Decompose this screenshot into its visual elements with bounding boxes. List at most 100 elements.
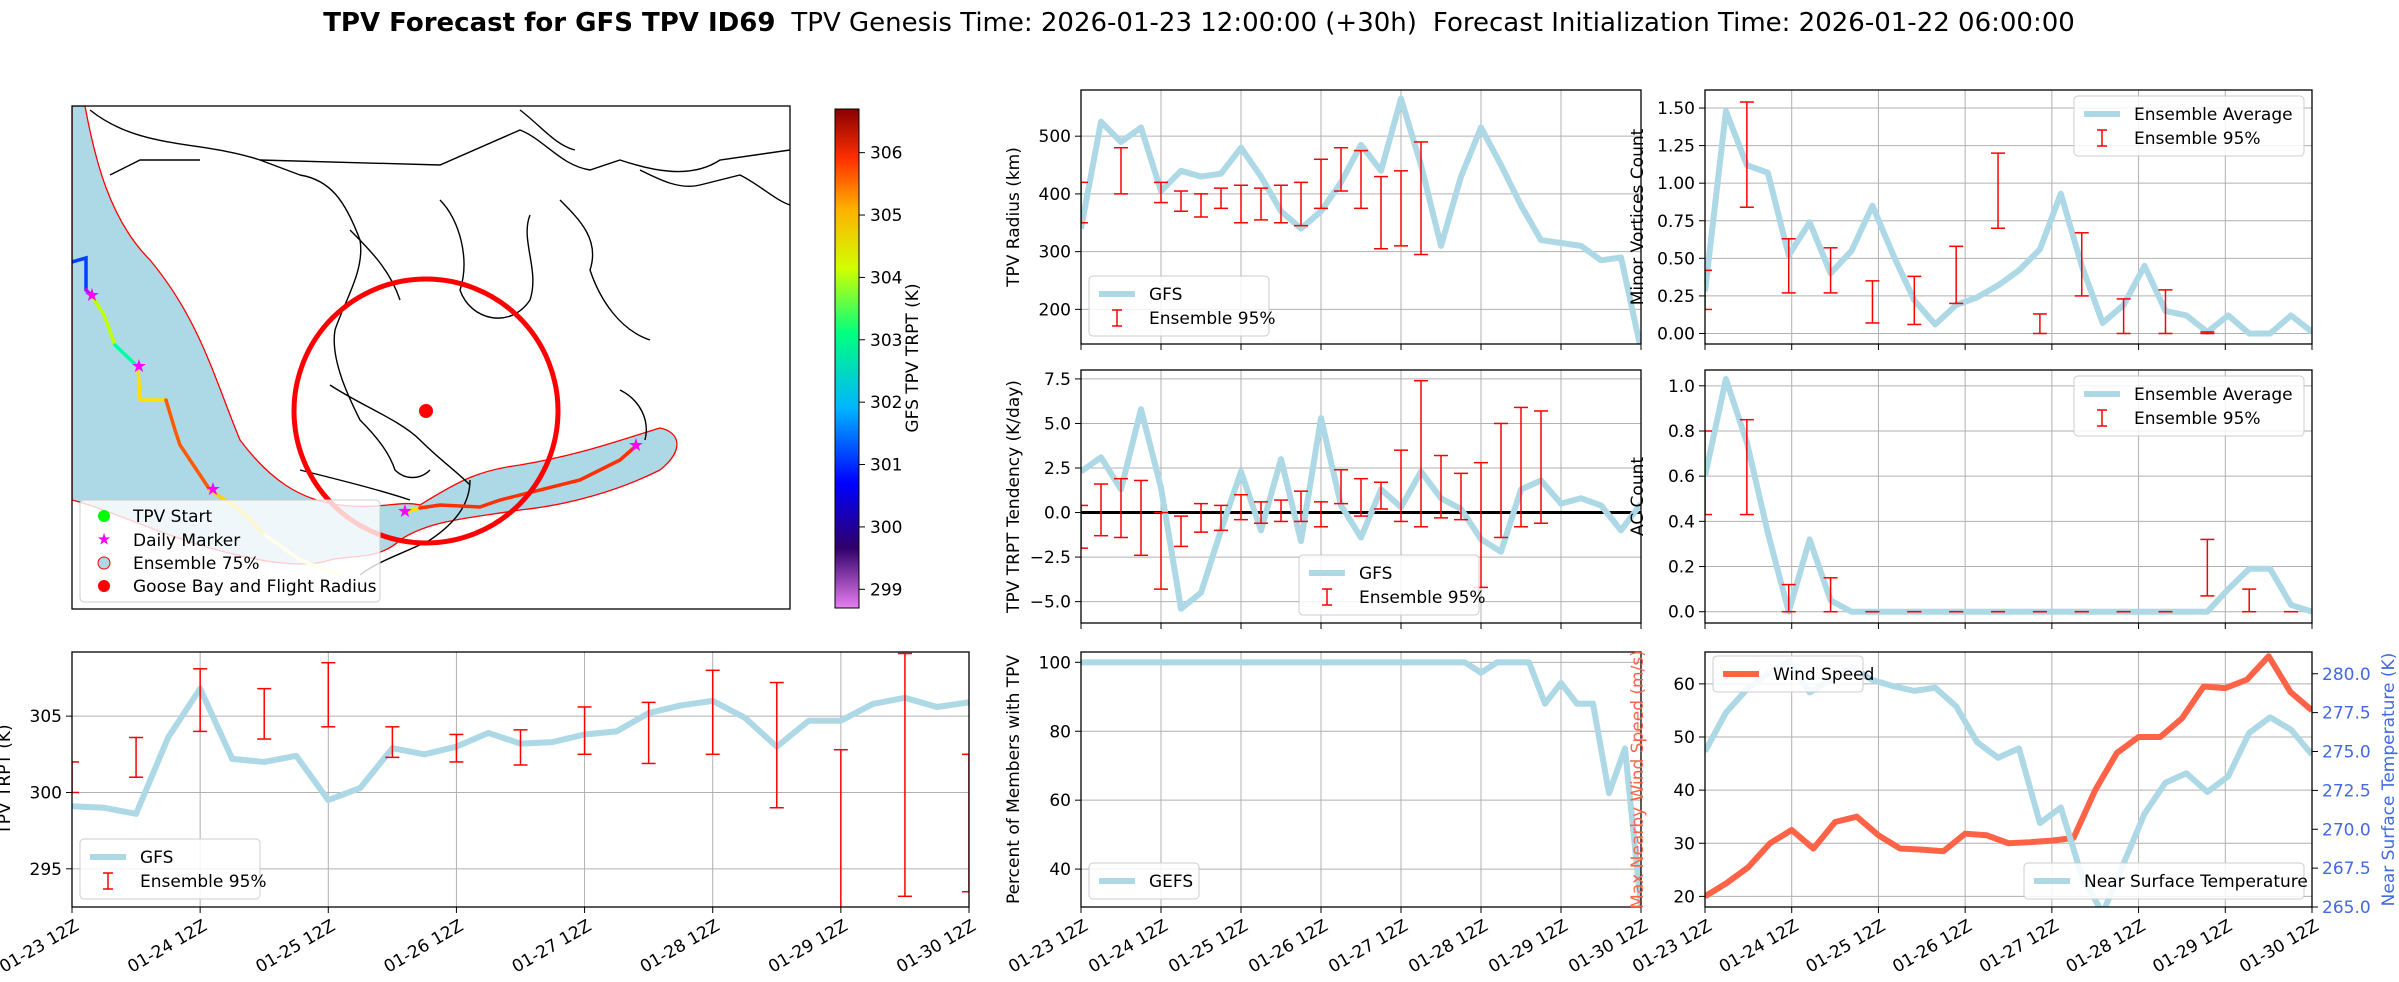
x-tick-label: 01-29 12Z <box>1485 916 1571 977</box>
chart-minor: 0.00 0.25 0.50 0.75 1.00 1.25 1.50 Minor Vortic… <box>1628 89 2313 350</box>
y2-tick-label: 265.0 <box>2322 898 2371 918</box>
x-tick-label: 01-25 12Z <box>1803 916 1889 977</box>
x-tick-label: 01-25 12Z <box>1165 916 1251 977</box>
x-tick-label: 01-30 12Z <box>893 916 979 977</box>
tpv-start-icon <box>98 510 110 522</box>
y-tick-label: 60 <box>1673 675 1695 695</box>
map-legend-goosebay: Goose Bay and Flight Radius <box>133 577 377 597</box>
y-tick-label: 0.75 <box>1657 212 1695 232</box>
legend-label: GEFS <box>1149 872 1193 892</box>
x-tick-label: 01-23 12Z <box>0 916 83 977</box>
legend-label: GFS <box>1359 564 1392 584</box>
colorbar-tick-label: 304 <box>870 268 902 288</box>
legend-box <box>1088 862 1200 900</box>
x-tick-label: 01-29 12Z <box>765 916 851 977</box>
legend-label: Ensemble 95% <box>2134 409 2261 429</box>
y-tick-label: 100 <box>1039 653 1071 673</box>
x-tick-label: 01-28 12Z <box>2063 916 2149 977</box>
colorbar-tick-label: 305 <box>870 206 902 226</box>
map-legend: TPV Start ★ Daily Marker Ensemble 75% Go… <box>79 499 381 603</box>
legend-label: Ensemble Average <box>2134 105 2293 125</box>
map-legend-ensemble: Ensemble 75% <box>133 554 260 574</box>
y-tick-label: 0.25 <box>1657 287 1695 307</box>
x-tick-label: 01-24 12Z <box>124 916 210 977</box>
plot-content <box>1081 95 1641 344</box>
y-tick-label: 300 <box>30 783 62 803</box>
svg-text:★: ★ <box>397 501 413 522</box>
y2-tick-label: 267.5 <box>2322 859 2371 879</box>
y-tick-label: 295 <box>30 860 62 880</box>
y-tick-label: 300 <box>1039 243 1071 263</box>
x-tick-label: 01-24 12Z <box>1716 916 1802 977</box>
goose-bay-marker <box>419 404 433 418</box>
x-tick-label: 01-27 12Z <box>509 916 595 977</box>
series-line-gfs <box>1081 95 1641 344</box>
legend-box <box>1712 655 1864 693</box>
y-tick-label: 0.0 <box>1668 603 1695 623</box>
legend-label: Ensemble Average <box>2134 385 2293 405</box>
y-tick-label: 0.0 <box>1044 504 1071 524</box>
chart-tendency: −5.0 −2.5 0.0 2.5 5.0 7.5 TPV TRPT Tendency (K… <box>1004 369 1642 629</box>
y-tick-label: 1.25 <box>1657 137 1695 157</box>
x-tick-label: 01-25 12Z <box>252 916 338 977</box>
plot-content <box>72 652 969 907</box>
title-genesis: TPV Genesis Time: 2026-01-23 12:00:00 (+… <box>790 8 1417 38</box>
plot-frame <box>1704 89 2313 345</box>
y2-tick-label: 272.5 <box>2322 781 2371 801</box>
chart-trpt: 01-23 12Z 01-24 12Z 01-25 12Z 01-26 12Z 01-2… <box>0 651 980 977</box>
plot-frame <box>1080 369 1642 624</box>
y-tick-label: 0.50 <box>1657 249 1695 269</box>
y-tick-label: 0.6 <box>1668 467 1695 487</box>
chart-wind_temp: 01-23 12Z 01-24 12Z 01-25 12Z 01-26 12Z 01-2… <box>1628 650 2399 977</box>
y2-tick-label: 270.0 <box>2322 820 2371 840</box>
legend-label: GFS <box>1149 285 1182 305</box>
series-line-ensemble-average <box>1705 376 2312 615</box>
colorbar-gradient <box>834 108 860 609</box>
goose-bay-icon <box>98 580 110 592</box>
plot-frame <box>1704 651 2313 908</box>
legend-box <box>2073 95 2305 157</box>
legend-label: Ensemble 95% <box>1149 309 1276 329</box>
map-panel: ★ ★ ★ ★ ★ TPV Start ★ Daily Marker Ensem… <box>71 105 923 610</box>
legend-label: GFS <box>140 848 173 868</box>
legend-box <box>2023 862 2305 900</box>
x-tick-label: 01-28 12Z <box>637 916 723 977</box>
y-tick-label: 5.0 <box>1044 414 1071 434</box>
series-line-wind-speed <box>1705 653 2312 899</box>
y-tick-label: 500 <box>1039 127 1071 147</box>
y-tick-label: 20 <box>1673 887 1695 907</box>
x-tick-label: 01-29 12Z <box>2149 916 2235 977</box>
y-tick-label: 200 <box>1039 300 1071 320</box>
legend-box <box>2073 375 2305 437</box>
plot-frame <box>1080 651 1642 908</box>
map-legend-daily: Daily Marker <box>133 531 240 551</box>
legend-label: Ensemble 95% <box>140 872 267 892</box>
legend-label: Ensemble 95% <box>2134 129 2261 149</box>
y2-tick-label: 280.0 <box>2322 665 2371 685</box>
y-tick-label: 400 <box>1039 185 1071 205</box>
x-tick-label: 01-23 12Z <box>1005 916 1091 977</box>
y-tick-label: 0.00 <box>1657 324 1695 344</box>
y-axis-label: TPV TRPT Tendency (K/day) <box>1004 380 1024 614</box>
plot-frame <box>1080 89 1642 345</box>
map-legend-start: TPV Start <box>132 507 213 527</box>
y-axis-label: TPV TRPT (K) <box>0 724 15 835</box>
svg-text:★: ★ <box>131 356 147 377</box>
legend-label: Ensemble 95% <box>1359 588 1486 608</box>
y-tick-label: 1.00 <box>1657 174 1695 194</box>
colorbar-tick-label: 299 <box>870 580 902 600</box>
map-colorbar: 306 305 304 303 302 301 300 299 GFS TPV TRPT (K… <box>834 108 923 609</box>
y-tick-label: 1.0 <box>1668 377 1695 397</box>
daily-marker-icon: ★ <box>97 530 111 549</box>
y-tick-label: 0.2 <box>1668 558 1695 578</box>
legend-label: Near Surface Temperature <box>2084 872 2308 892</box>
y-tick-label: 30 <box>1673 834 1695 854</box>
y-tick-label: 40 <box>1049 860 1071 880</box>
colorbar-label: GFS TPV TRPT (K) <box>903 283 923 432</box>
plot-frame <box>1704 369 2313 624</box>
svg-text:★: ★ <box>84 285 100 306</box>
chart-ac: 0.0 0.2 0.4 0.6 0.8 1.0 AC Count Ensemble Avera… <box>1628 369 2313 629</box>
ensemble-75-icon <box>97 556 111 570</box>
